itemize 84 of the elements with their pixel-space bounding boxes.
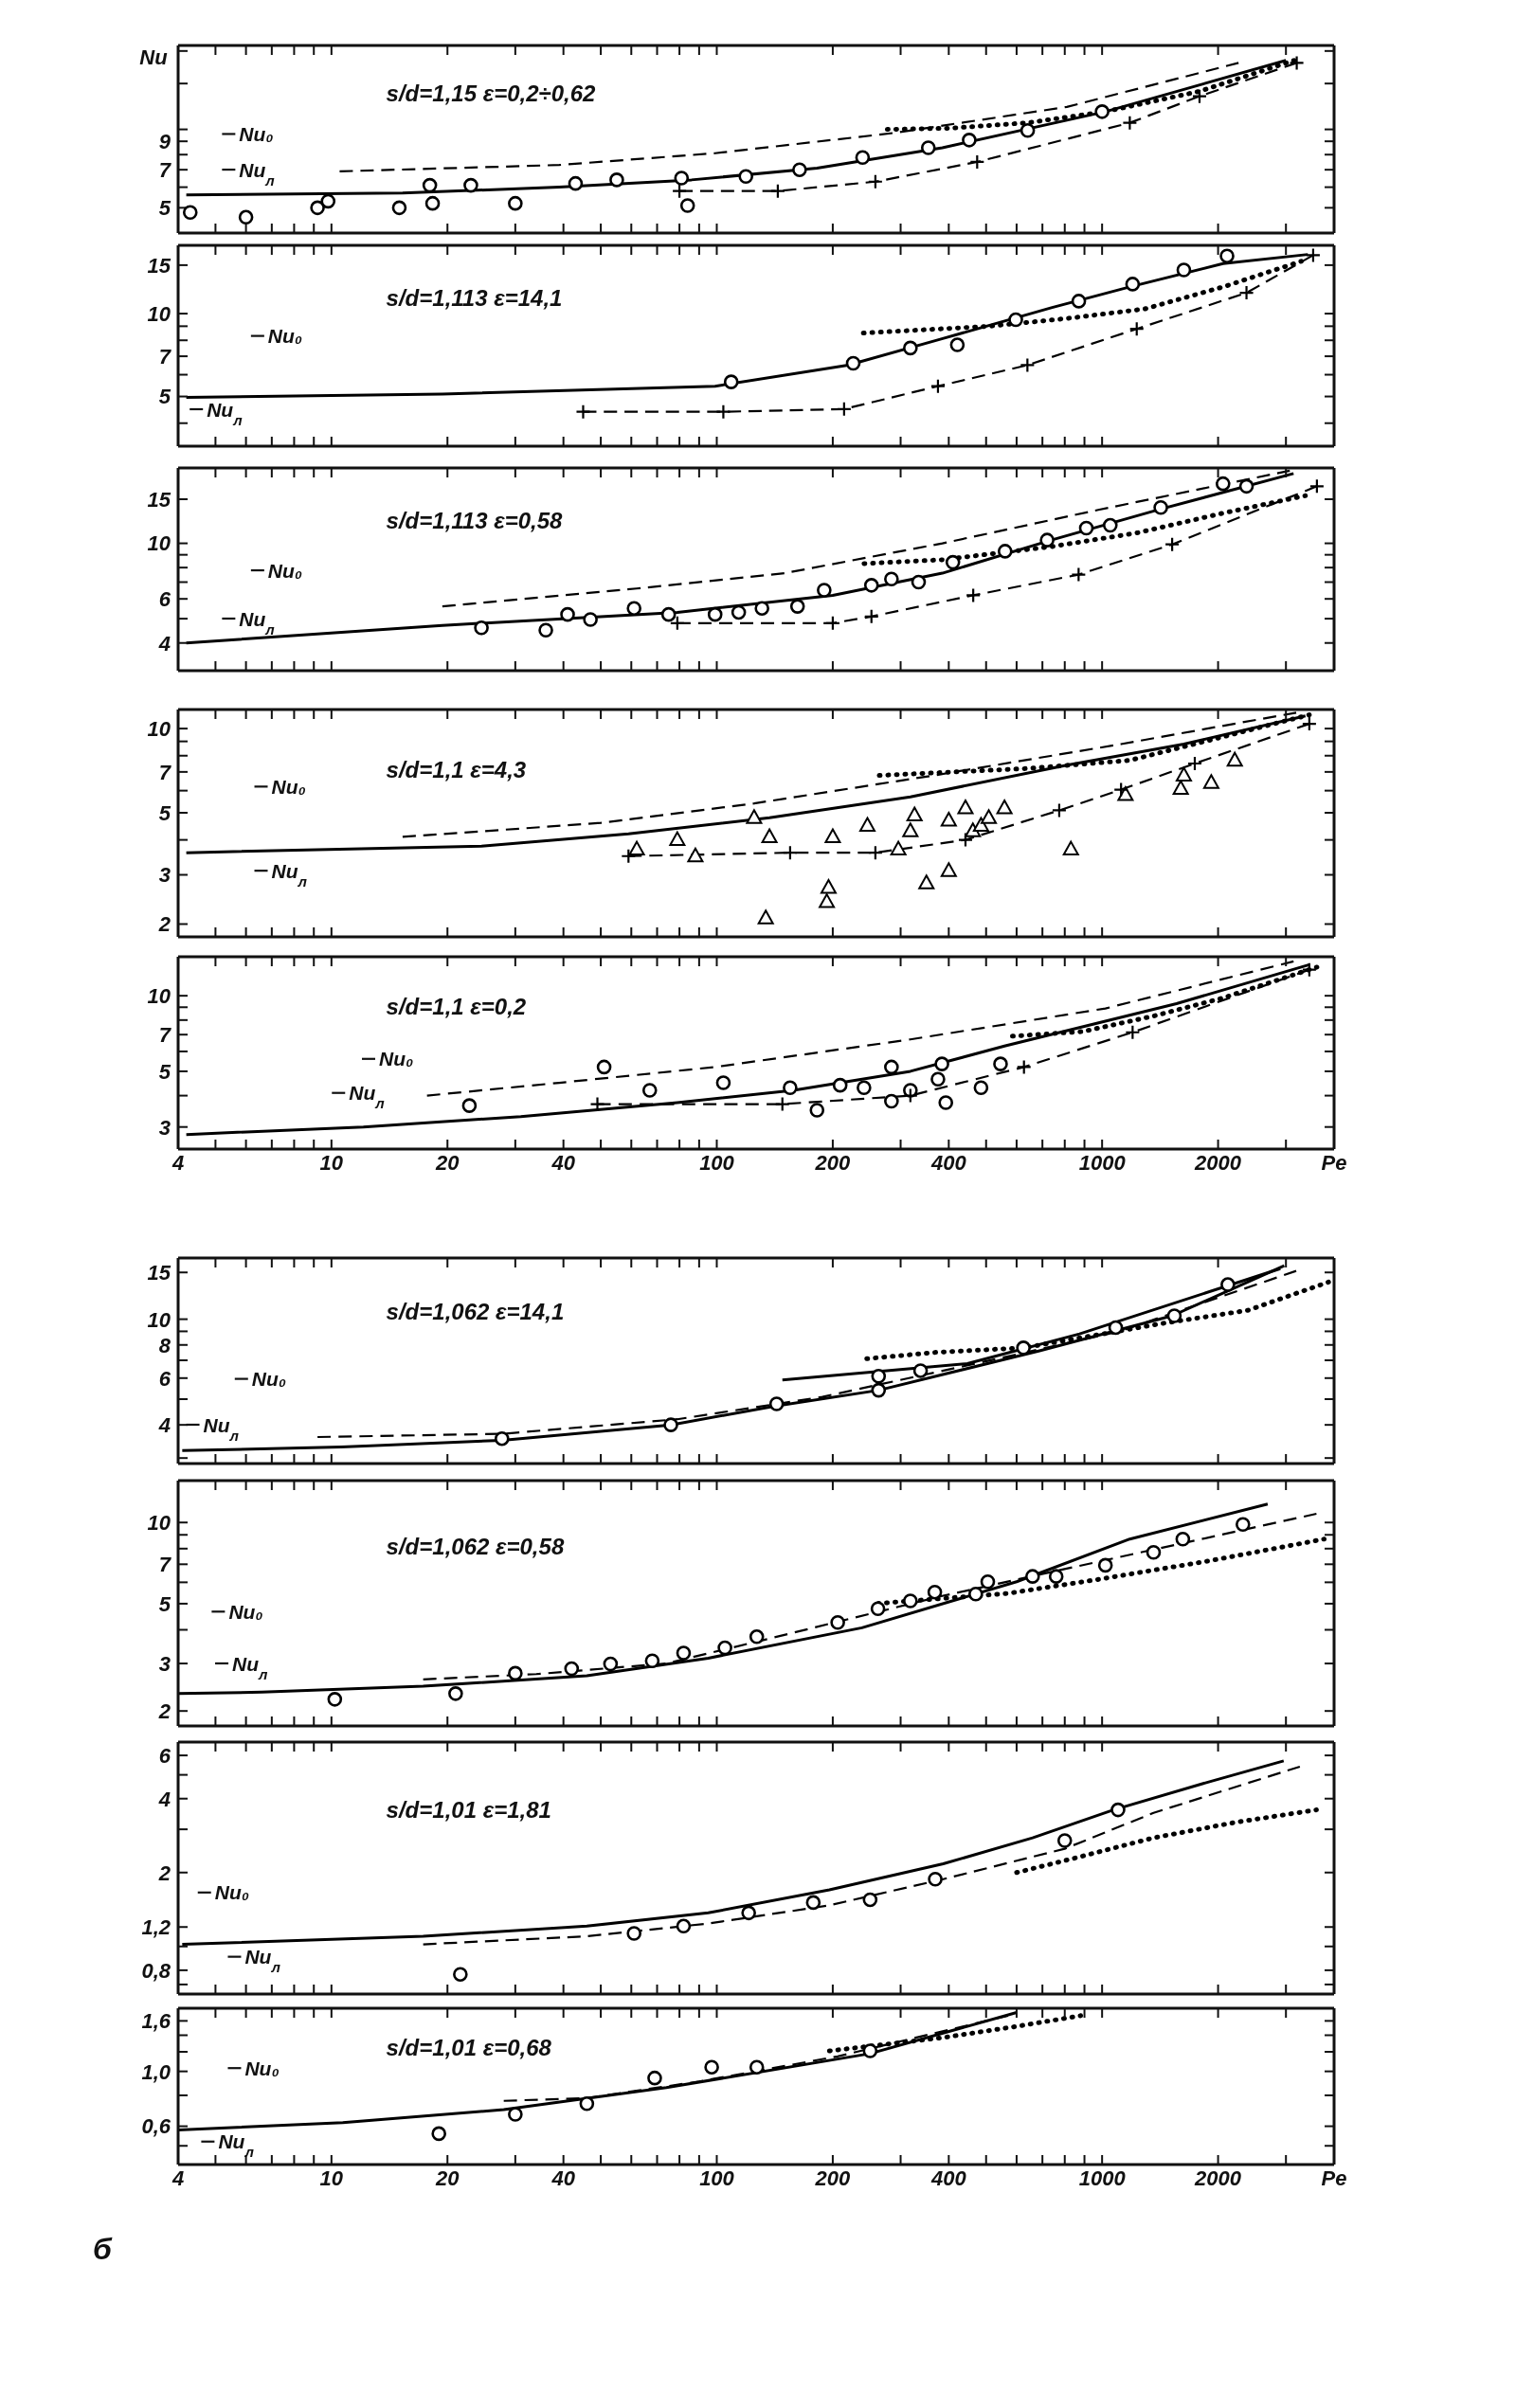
x-tick-label: 40 [550, 1150, 576, 1175]
y-tick-label: 9 [158, 130, 171, 154]
text: s/d=1,01 ε=1,81 [386, 1796, 551, 1823]
y-axis-title: Nu [139, 45, 169, 69]
text: s/d=1,1 ε=0,2 [386, 993, 527, 1019]
x-tick-label: 2000 [1194, 2165, 1242, 2190]
annotation: Nu₀ [251, 1368, 287, 1391]
x-tick-label: 10 [319, 1150, 344, 1175]
x-tick-label: 400 [929, 2165, 967, 2190]
x-tick-label: 100 [699, 2165, 735, 2190]
y-tick-label: 7 [158, 1023, 172, 1048]
annotation: Nu$_{л}$ [203, 1413, 240, 1444]
y-tick-label: 5 [158, 385, 171, 409]
annotation: Nu$_{л}$ [207, 398, 244, 428]
y-tick-label: 2 [157, 912, 171, 937]
annotation: Nu$_{л}$ [232, 1652, 269, 1682]
annotation: Nu$_{л}$ [239, 607, 276, 638]
text: б [93, 2232, 113, 2266]
text: s/d=1,15 ε=0,2÷0,62 [386, 81, 597, 107]
y-tick-label: 6 [158, 1744, 171, 1769]
y-tick-label: 10 [147, 1307, 171, 1332]
y-tick-label: 1,2 [141, 1915, 171, 1940]
y-tick-label: 3 [158, 1651, 171, 1676]
y-tick-label: 6 [158, 1366, 171, 1391]
text: s/d=1,1 ε=4,3 [386, 757, 527, 782]
y-tick-label: 4 [157, 631, 171, 656]
y-tick-label: 4 [157, 1787, 171, 1811]
x-tick-label: 200 [814, 2165, 852, 2190]
y-tick-label: 3 [158, 1115, 171, 1140]
annotation: Nu₀ [239, 123, 274, 146]
y-tick-label: 0,8 [141, 1958, 171, 1983]
y-tick-label: 7 [158, 1553, 172, 1577]
annotation: Nu₀ [271, 775, 306, 798]
annotation: Nu₀ [244, 2057, 280, 2079]
y-tick-label: 15 [147, 487, 171, 512]
y-tick-label: 8 [158, 1333, 171, 1357]
x-tick-label: 200 [814, 1150, 852, 1175]
x-tick-label: 10 [319, 2165, 344, 2190]
annotation: Nu₀ [267, 325, 303, 348]
y-tick-label: 7 [158, 345, 172, 369]
x-axis-title: Pe [1321, 1150, 1347, 1175]
y-tick-label: 10 [147, 531, 171, 556]
x-axis-title: Pe [1321, 2165, 1347, 2190]
x-tick-label: 2000 [1194, 1150, 1242, 1175]
x-tick-label: 1000 [1078, 2165, 1127, 2190]
y-tick-label: 10 [147, 717, 171, 742]
x-tick-label: 20 [435, 1150, 460, 1175]
x-tick-label: 100 [699, 1150, 735, 1175]
y-tick-label: 15 [147, 1261, 171, 1285]
y-tick-label: 10 [147, 1511, 171, 1536]
x-tick-label: 400 [929, 1150, 967, 1175]
y-tick-label: 7 [158, 760, 172, 784]
text: s/d=1,113 ε=14,1 [386, 284, 563, 311]
annotation: Nu$_{л}$ [349, 1082, 386, 1111]
annotation: Nu$_{л}$ [239, 158, 276, 189]
annotation: Nu₀ [214, 1881, 250, 1904]
y-tick-label: 4 [157, 1413, 171, 1438]
annotation: Nu$_{л}$ [271, 859, 308, 890]
y-tick-label: 0,6 [141, 2114, 171, 2139]
x-tick-label: 1000 [1078, 1150, 1127, 1175]
text: s/d=1,113 ε=0,58 [386, 508, 564, 534]
text: s/d=1,062 ε=14,1 [386, 1299, 565, 1325]
y-tick-label: 2 [157, 1860, 171, 1885]
y-tick-label: 5 [158, 1059, 171, 1084]
y-tick-label: 5 [158, 800, 171, 825]
y-tick-label: 15 [147, 253, 171, 278]
annotation: Nu₀ [378, 1048, 414, 1070]
y-tick-label: 7 [158, 158, 172, 183]
y-tick-label: 10 [147, 301, 171, 326]
y-tick-label: 3 [158, 863, 171, 888]
y-tick-label: 1,0 [141, 2059, 171, 2084]
y-tick-label: 6 [158, 587, 171, 612]
annotation: Nu₀ [267, 559, 303, 582]
annotation: Nu₀ [228, 1600, 263, 1623]
x-tick-label: 40 [550, 2165, 576, 2190]
y-tick-label: 10 [147, 984, 171, 1009]
y-tick-label: 5 [158, 1591, 171, 1616]
y-tick-label: 5 [158, 196, 171, 221]
annotation: Nu$_{л}$ [244, 1946, 281, 1975]
text: s/d=1,062 ε=0,58 [386, 1533, 565, 1559]
y-tick-label: 1,6 [141, 2009, 171, 2034]
x-tick-label: 20 [435, 2165, 460, 2190]
text: s/d=1,01 ε=0,68 [386, 2034, 552, 2060]
y-tick-label: 2 [157, 1699, 171, 1724]
